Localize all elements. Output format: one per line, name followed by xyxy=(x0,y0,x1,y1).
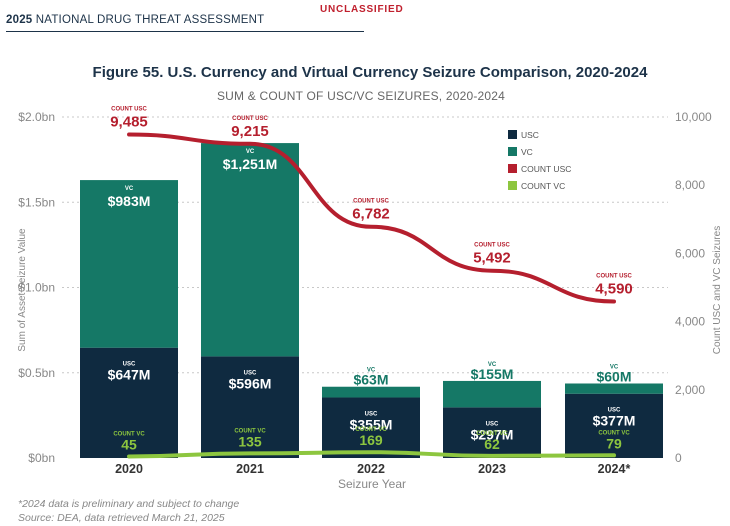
footnote-preliminary: *2024 data is preliminary and subject to… xyxy=(18,498,240,510)
count-usc-tag: COUNT USC xyxy=(353,199,389,205)
count-vc-tag: COUNT VC xyxy=(598,430,630,436)
count-vc-value-label: 135 xyxy=(238,433,262,449)
vc-tag: VC xyxy=(610,364,619,370)
y2-tick-label: 0 xyxy=(675,451,682,465)
vc-tag: VC xyxy=(367,368,376,374)
count-vc-value-label: 45 xyxy=(121,436,137,452)
y2-tick-label: 2,000 xyxy=(675,383,705,397)
y-tick-label: $1.5bn xyxy=(18,195,55,209)
count-vc-value-label: 169 xyxy=(359,432,383,448)
legend-label: COUNT VC xyxy=(521,181,565,191)
y2-axis-label: Count USC and VC Seizures xyxy=(712,226,723,354)
x-tick-label: 2024* xyxy=(598,462,631,476)
vc-tag: VC xyxy=(246,149,255,155)
y2-tick-label: 4,000 xyxy=(675,315,705,329)
vc-value-label: $983M xyxy=(108,193,151,209)
vc-value-label: $155M xyxy=(471,366,514,382)
vc-tag: VC xyxy=(488,362,497,368)
vc-tag: VC xyxy=(125,186,134,192)
usc-value-label: $647M xyxy=(108,367,151,383)
y-axis-label: Sum of Asset Seizure Value xyxy=(17,228,28,352)
legend-swatch xyxy=(508,164,517,173)
report-header: 2025 NATIONAL DRUG THREAT ASSESSMENT xyxy=(6,14,264,26)
usc-value-label: $355M xyxy=(350,416,393,432)
y-tick-label: $0.5bn xyxy=(18,366,55,380)
count-usc-tag: COUNT USC xyxy=(232,116,268,122)
count-vc-line xyxy=(127,450,616,459)
count-usc-tag: COUNT USC xyxy=(596,273,632,279)
y-tick-label: $1.0bn xyxy=(18,281,55,295)
count-vc-tag: COUNT VC xyxy=(234,428,266,434)
usc-tag: USC xyxy=(123,362,136,368)
count-vc-value-label: 79 xyxy=(606,435,622,451)
legend-swatch xyxy=(508,181,517,190)
usc-value-label: $377M xyxy=(593,413,636,429)
report-year: 2025 xyxy=(6,14,33,26)
bar-usc xyxy=(322,397,420,458)
footnote-source: Source: DEA, data retrieved March 21, 20… xyxy=(18,512,225,524)
legend-label: USC xyxy=(521,130,539,140)
count-usc-value-label: 9,215 xyxy=(231,123,269,140)
x-tick-label: 2021 xyxy=(236,462,264,476)
count-vc-tag: COUNT VC xyxy=(476,431,508,437)
bar-vc xyxy=(201,143,299,357)
x-axis-label: Seizure Year xyxy=(338,477,406,491)
y2-tick-label: 8,000 xyxy=(675,178,705,192)
bar-vc xyxy=(322,386,420,398)
vc-value-label: $1,251M xyxy=(223,156,277,172)
count-vc-value-label: 62 xyxy=(484,436,500,452)
y2-tick-label: 10,000 xyxy=(675,110,712,124)
x-tick-label: 2020 xyxy=(115,462,143,476)
count-usc-value-label: 5,492 xyxy=(473,250,511,267)
usc-value-label: $596M xyxy=(229,375,272,391)
bar-usc xyxy=(443,407,541,458)
count-usc-tag: COUNT USC xyxy=(111,107,147,113)
y-tick-label: $0bn xyxy=(28,451,55,465)
count-usc-tag: COUNT USC xyxy=(474,243,510,249)
y2-tick-label: 6,000 xyxy=(675,246,705,260)
x-tick-label: 2023 xyxy=(478,462,506,476)
usc-tag: USC xyxy=(244,370,257,376)
y-tick-label: $2.0bn xyxy=(18,110,55,124)
bar-usc xyxy=(80,347,178,458)
bar-vc xyxy=(443,380,541,408)
classification-label: UNCLASSIFIED xyxy=(320,4,404,15)
count-vc-tag: COUNT VC xyxy=(355,427,387,433)
count-usc-value-label: 6,782 xyxy=(352,206,390,223)
legend-swatch xyxy=(508,147,517,156)
chart-subtitle: SUM & COUNT OF USC/VC SEIZURES, 2020-202… xyxy=(216,89,506,103)
usc-value-label: $297M xyxy=(471,426,514,442)
bar-usc xyxy=(201,356,299,458)
count-usc-line xyxy=(127,132,616,304)
usc-tag: USC xyxy=(608,408,621,414)
count-usc-value-label: 4,590 xyxy=(595,280,633,297)
usc-tag: USC xyxy=(365,411,378,417)
legend-label: COUNT USC xyxy=(521,164,571,174)
header-rule xyxy=(6,31,364,32)
x-tick-label: 2022 xyxy=(357,462,385,476)
bar-usc xyxy=(565,393,663,458)
vc-value-label: $60M xyxy=(596,368,631,384)
count-usc-value-label: 9,485 xyxy=(110,114,148,131)
bar-vc xyxy=(80,180,178,348)
usc-tag: USC xyxy=(486,421,499,427)
vc-value-label: $63M xyxy=(353,372,388,388)
legend-swatch xyxy=(508,130,517,139)
report-name: NATIONAL DRUG THREAT ASSESSMENT xyxy=(35,14,265,26)
count-vc-tag: COUNT VC xyxy=(113,431,145,437)
bar-vc xyxy=(565,383,663,394)
legend-label: VC xyxy=(521,147,533,157)
chart-title: Figure 55. U.S. Currency and Virtual Cur… xyxy=(92,64,648,81)
